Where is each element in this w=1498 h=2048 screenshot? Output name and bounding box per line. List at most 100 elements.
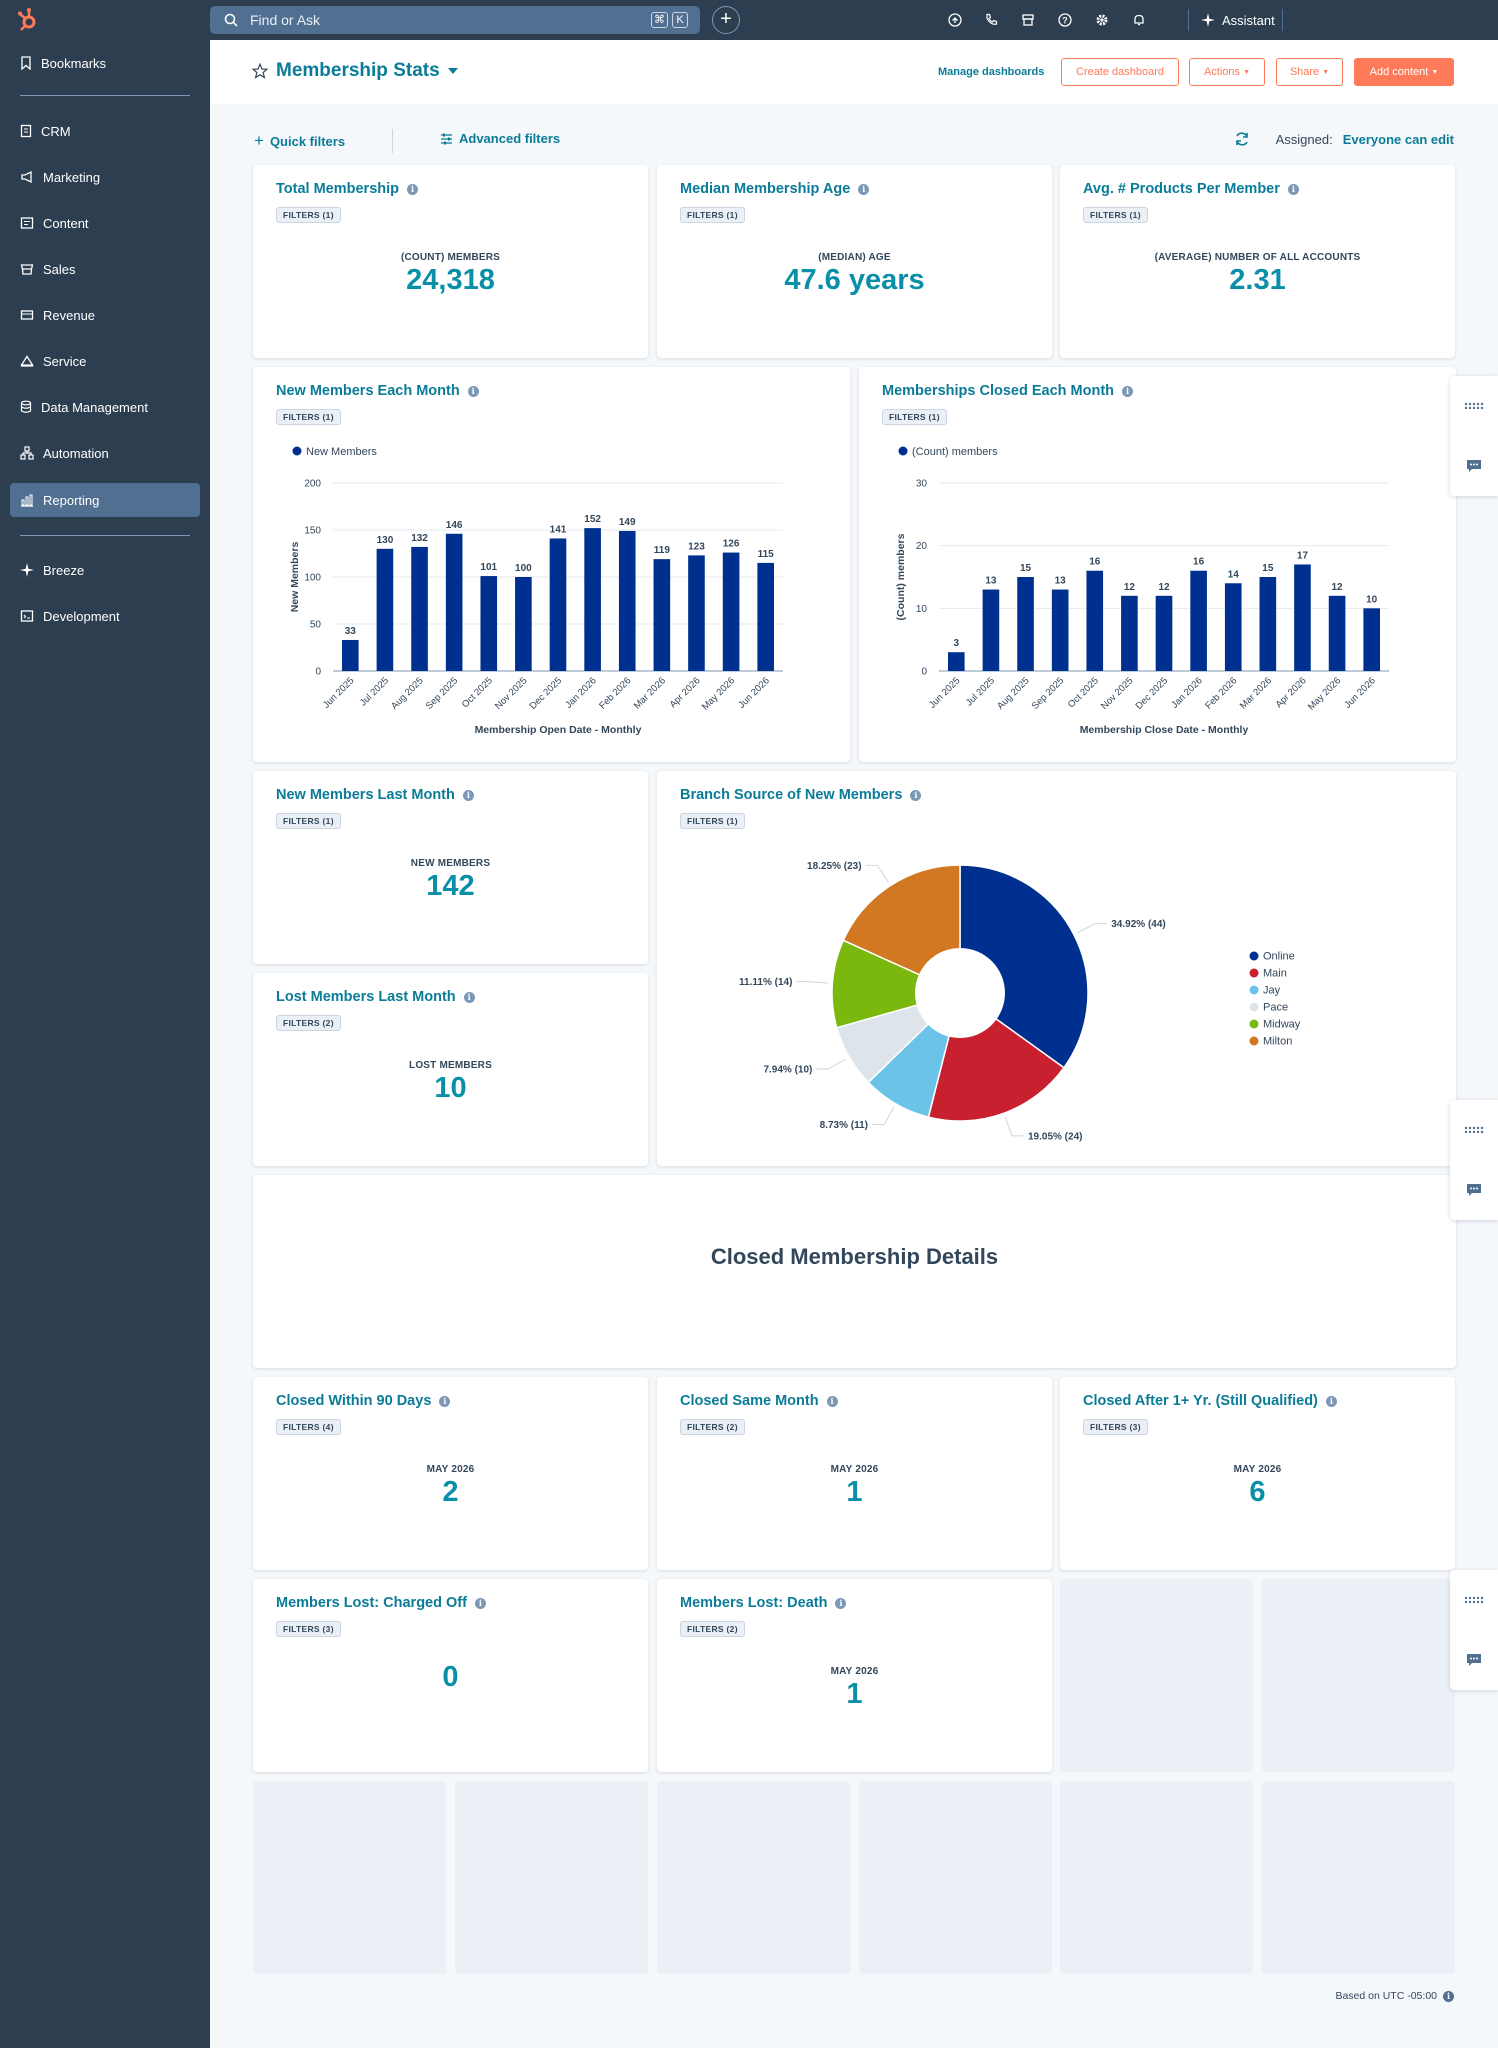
info-icon[interactable]: i [474, 1597, 486, 1609]
grid-dots-icon[interactable] [1450, 1570, 1498, 1630]
chart-card-closed-members[interactable]: Memberships Closed Each Month i FILTERS (… [859, 367, 1456, 762]
card-title[interactable]: Avg. # Products Per Member i [1083, 181, 1299, 197]
filters-badge[interactable]: FILTERS (1) [680, 207, 745, 223]
card-title[interactable]: Memberships Closed Each Month i [882, 383, 1134, 399]
pie-leader-line [1077, 923, 1108, 934]
notifications-bell-icon[interactable] [1129, 10, 1149, 30]
create-dashboard-button[interactable]: Create dashboard [1061, 58, 1179, 86]
grid-dots-icon[interactable] [1450, 1100, 1498, 1160]
info-icon[interactable]: i [463, 991, 475, 1003]
grid-dots-icon[interactable] [1450, 376, 1498, 436]
sidebar-item-breeze[interactable]: Breeze [10, 553, 200, 587]
global-search-input[interactable]: Find or Ask ⌘ K [210, 6, 700, 34]
info-icon[interactable]: i [467, 385, 479, 397]
sidebar-item-bookmarks[interactable]: Bookmarks [10, 46, 200, 80]
filters-badge[interactable]: FILTERS (3) [276, 1621, 341, 1637]
empty-placeholder-tile [657, 1781, 850, 1974]
filters-badge[interactable]: FILTERS (4) [276, 1419, 341, 1435]
advanced-filters-button[interactable]: Advanced filters [440, 131, 560, 146]
kpi-card-charged-off[interactable]: Members Lost: Charged Off i FILTERS (3) 0 [253, 1579, 648, 1772]
info-icon[interactable]: i [826, 1395, 838, 1407]
card-title[interactable]: Total Membership i [276, 181, 418, 197]
chart-card-new-members[interactable]: New Members Each Month i FILTERS (1) New … [253, 367, 850, 762]
kpi-card-avg-products[interactable]: Avg. # Products Per Member i FILTERS (1) … [1060, 165, 1455, 358]
assistant-button[interactable]: Assistant [1188, 9, 1275, 31]
card-title[interactable]: Members Lost: Charged Off i [276, 1595, 486, 1611]
sidebar-item-reporting[interactable]: Reporting [10, 483, 200, 517]
card-title[interactable]: New Members Last Month i [276, 787, 474, 803]
card-title-text: New Members Last Month [276, 787, 455, 803]
star-icon[interactable] [252, 63, 268, 79]
sidebar-item-crm[interactable]: CRM [10, 114, 200, 148]
kpi-card-median-age[interactable]: Median Membership Age i FILTERS (1) (MEDI… [657, 165, 1052, 358]
filters-badge[interactable]: FILTERS (1) [680, 813, 745, 829]
chat-icon[interactable] [1450, 1160, 1498, 1220]
filters-badge[interactable]: FILTERS (1) [276, 409, 341, 425]
info-icon[interactable]: i [1443, 1990, 1454, 2002]
upgrade-icon[interactable] [945, 10, 965, 30]
sidebar-item-development[interactable]: Development [10, 599, 200, 633]
info-icon[interactable]: i [835, 1597, 847, 1609]
card-title[interactable]: Members Lost: Death i [680, 1595, 847, 1611]
filters-badge[interactable]: FILTERS (1) [882, 409, 947, 425]
info-icon[interactable]: i [1122, 385, 1134, 397]
card-title[interactable]: Closed Same Month i [680, 1393, 838, 1409]
filters-badge[interactable]: FILTERS (1) [276, 207, 341, 223]
kpi-card-new-last-month[interactable]: New Members Last Month i FILTERS (1) NEW … [253, 771, 648, 964]
card-title[interactable]: Closed Within 90 Days i [276, 1393, 451, 1409]
chat-icon[interactable] [1450, 1630, 1498, 1690]
kpi-card-lost-last-month[interactable]: Lost Members Last Month i FILTERS (2) LOS… [253, 973, 648, 1166]
chat-icon[interactable] [1450, 436, 1498, 496]
quick-filters-button[interactable]: + Quick filters [254, 131, 345, 151]
sidebar-item-sales[interactable]: Sales [10, 252, 200, 286]
sidebar-item-revenue[interactable]: Revenue [10, 298, 200, 332]
manage-dashboards-link[interactable]: Manage dashboards [938, 66, 1045, 78]
phone-icon[interactable] [981, 10, 1001, 30]
actions-dropdown-button[interactable]: Actions ▼ [1189, 58, 1265, 86]
help-icon[interactable]: ? [1055, 10, 1075, 30]
dashboard-header: Membership Stats Manage dashboards Creat… [210, 40, 1498, 104]
marketplace-icon[interactable] [1018, 10, 1038, 30]
filters-badge[interactable]: FILTERS (1) [1083, 207, 1148, 223]
add-content-button[interactable]: Add content ▼ [1354, 58, 1454, 86]
info-icon[interactable]: i [910, 789, 922, 801]
filters-badge[interactable]: FILTERS (1) [276, 813, 341, 829]
dashboard-title-dropdown[interactable]: Membership Stats [252, 60, 458, 82]
info-icon[interactable]: i [1287, 183, 1299, 195]
info-icon[interactable]: i [462, 789, 474, 801]
bar [618, 530, 636, 671]
sidebar-item-content[interactable]: Content [10, 206, 200, 240]
hubspot-logo-icon[interactable] [14, 7, 40, 33]
kpi-card-closed-after-1yr[interactable]: Closed After 1+ Yr. (Still Qualified) i F… [1060, 1377, 1455, 1570]
card-title[interactable]: Branch Source of New Members i [680, 787, 922, 803]
refresh-icon[interactable] [1234, 131, 1250, 147]
sidebar-item-automation[interactable]: Automation [10, 436, 200, 470]
assigned-value-link[interactable]: Everyone can edit [1342, 131, 1454, 147]
settings-gear-icon[interactable] [1092, 10, 1112, 30]
info-icon[interactable]: i [1325, 1395, 1337, 1407]
info-icon[interactable]: i [439, 1395, 451, 1407]
kpi-card-total-membership[interactable]: Total Membership i FILTERS (1) (COUNT) ME… [253, 165, 648, 358]
data-label: 16 [1089, 557, 1101, 568]
kpi-card-death[interactable]: Members Lost: Death i FILTERS (2) MAY 202… [657, 1579, 1052, 1772]
info-icon[interactable]: i [858, 183, 870, 195]
filters-badge[interactable]: FILTERS (2) [680, 1419, 745, 1435]
filters-badge[interactable]: FILTERS (2) [276, 1015, 341, 1031]
kpi-card-closed-90-days[interactable]: Closed Within 90 Days i FILTERS (4) MAY 2… [253, 1377, 648, 1570]
filters-badge[interactable]: FILTERS (2) [680, 1621, 745, 1637]
create-new-button[interactable]: + [712, 6, 740, 34]
card-title[interactable]: Lost Members Last Month i [276, 989, 475, 1005]
kpi-card-closed-same-month[interactable]: Closed Same Month i FILTERS (2) MAY 2026 … [657, 1377, 1052, 1570]
filters-badge[interactable]: FILTERS (3) [1083, 1419, 1148, 1435]
card-title[interactable]: New Members Each Month i [276, 383, 479, 399]
chart-card-branch-source[interactable]: Branch Source of New Members i FILTERS (1… [657, 771, 1456, 1166]
sidebar-item-data-management[interactable]: Data Management [10, 390, 200, 424]
info-icon[interactable]: i [407, 183, 418, 195]
sidebar-divider [20, 535, 190, 536]
sidebar-item-marketing[interactable]: Marketing [10, 160, 200, 194]
x-tick-label: Mar 2026 [1238, 675, 1274, 711]
share-dropdown-button[interactable]: Share ▼ [1276, 58, 1343, 86]
sidebar-item-service[interactable]: Service [10, 344, 200, 378]
card-title[interactable]: Closed After 1+ Yr. (Still Qualified) i [1083, 1393, 1337, 1409]
card-title[interactable]: Median Membership Age i [680, 181, 870, 197]
